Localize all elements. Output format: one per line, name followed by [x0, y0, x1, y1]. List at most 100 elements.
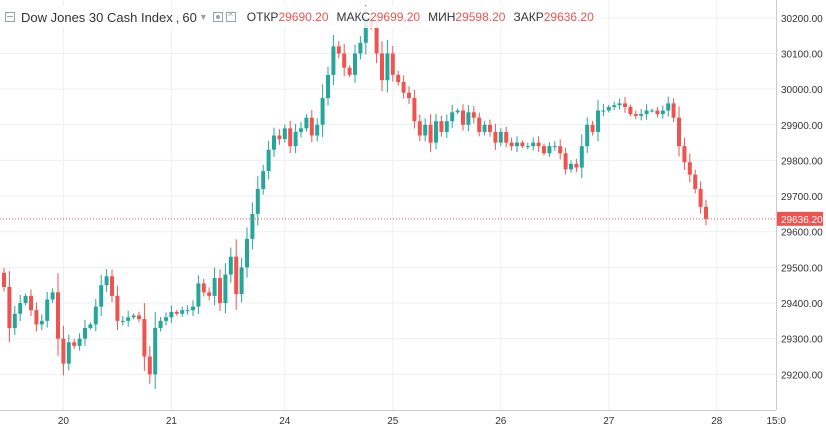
candle-body [61, 338, 66, 364]
candle-body [698, 188, 703, 207]
candle-body [142, 319, 147, 357]
candle-body [633, 114, 638, 116]
candle-body [115, 295, 120, 321]
symbol-name[interactable]: Dow Jones 30 Cash Index [21, 9, 173, 25]
candle-body [617, 103, 622, 106]
y-tick-label: 30100.00 [781, 49, 823, 60]
candle-body [639, 114, 644, 116]
chevron-down-icon[interactable]: ▼ [198, 12, 208, 22]
candle-body [191, 306, 195, 311]
candle-body [331, 46, 336, 75]
candle-body [461, 110, 465, 125]
candle-body [590, 124, 595, 132]
candle-body [153, 328, 158, 375]
y-tick-label: 29900.00 [781, 121, 823, 132]
low-value: 29598.20 [455, 10, 506, 24]
open-value: 29690.20 [278, 10, 329, 24]
candle-body [7, 287, 12, 328]
candle-body [498, 131, 503, 143]
candle-body [363, 17, 368, 43]
x-tick-label: 15:0 [766, 416, 786, 427]
candle-body [272, 135, 276, 150]
candle-body [358, 42, 363, 54]
candle-body [390, 53, 395, 75]
candle-body [423, 124, 428, 136]
candle-body [704, 206, 708, 219]
candle-body [666, 103, 671, 111]
candle-body [477, 117, 482, 132]
candle-body [439, 121, 444, 132]
candle-body [72, 342, 77, 346]
interval-value[interactable]: 60 [182, 9, 197, 25]
candle-body [277, 135, 282, 140]
candle-body [45, 299, 50, 321]
x-tick-label: 25 [387, 416, 399, 427]
candle-body [693, 174, 698, 189]
candle-body [579, 146, 584, 168]
candle-body [623, 103, 627, 107]
candle-body [547, 146, 552, 154]
close-icon[interactable] [225, 9, 236, 22]
high-value: 29699.20 [370, 10, 421, 24]
candle-body [12, 313, 17, 328]
candle-body [450, 112, 455, 122]
candle-body [417, 121, 422, 136]
candle-body [239, 267, 244, 295]
candle-body [56, 292, 60, 339]
candle-body [18, 303, 23, 314]
candle-body [380, 53, 384, 81]
candle-body [147, 356, 152, 375]
candle-body [120, 320, 125, 322]
candle-body [396, 74, 401, 82]
candle-body [83, 328, 87, 339]
candle-body [39, 320, 44, 325]
close-label: ЗАКР [513, 10, 544, 24]
y-tick-label: 29600.00 [781, 228, 823, 239]
low-label: МИН [428, 10, 456, 24]
candle-body [660, 110, 665, 115]
collapse-icon[interactable] [5, 12, 15, 22]
x-tick-label: 26 [495, 416, 507, 427]
candle-body [687, 162, 692, 175]
candle-body [234, 256, 239, 295]
open-label: ОТКР [246, 10, 279, 24]
y-tick-label: 29200.00 [781, 370, 823, 381]
candle-body [374, 26, 379, 54]
x-tick-label: 27 [603, 416, 615, 427]
candle-body [245, 238, 249, 268]
candle-body [569, 164, 573, 170]
high-label: МАКС [336, 10, 371, 24]
candle-body [66, 342, 71, 364]
candle-body [293, 131, 298, 147]
candle-body [88, 324, 93, 328]
candle-body [126, 317, 131, 321]
candle-body [644, 110, 649, 115]
candle-body [180, 310, 185, 314]
candle-body [250, 213, 255, 239]
candle-body [601, 110, 606, 112]
settings-icon[interactable] [212, 12, 223, 22]
candle-body [493, 131, 498, 143]
candle-body [174, 311, 179, 314]
candle-body [2, 272, 6, 287]
candle-body [596, 110, 600, 132]
y-tick-label: 29300.00 [781, 335, 823, 346]
candle-body [504, 131, 509, 143]
candle-body [315, 124, 320, 136]
candle-body [606, 106, 611, 111]
y-tick-label: 29400.00 [781, 299, 823, 310]
candle-body [574, 164, 579, 168]
chart-legend: Dow Jones 30 Cash Index , 60 ▼ ОТКР 2969… [0, 6, 600, 28]
candle-body [455, 110, 460, 113]
candle-body [228, 256, 233, 275]
candle-body [563, 153, 568, 170]
candle-body [353, 53, 357, 75]
candle-body [412, 98, 417, 122]
candle-body [542, 146, 546, 154]
y-tick-label: 30200.00 [781, 14, 823, 25]
x-tick-label: 20 [58, 416, 70, 427]
candle-body [110, 276, 114, 296]
candle-body [407, 92, 411, 99]
candle-body [261, 171, 266, 189]
